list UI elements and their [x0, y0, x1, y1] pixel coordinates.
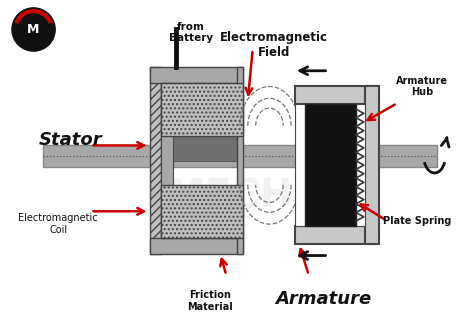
Text: MECH: MECH: [167, 178, 293, 216]
Bar: [295, 87, 379, 104]
Bar: [161, 82, 173, 238]
Bar: [161, 185, 243, 238]
Bar: [149, 238, 243, 253]
Bar: [295, 226, 379, 244]
Circle shape: [12, 8, 55, 51]
Text: Stator: Stator: [39, 131, 103, 149]
Bar: [173, 136, 243, 161]
Text: M: M: [27, 23, 40, 36]
Bar: [149, 67, 161, 253]
Bar: [237, 67, 243, 253]
Bar: [305, 104, 356, 226]
Text: from
Battery: from Battery: [169, 21, 213, 43]
Text: Plate Spring: Plate Spring: [383, 216, 451, 226]
Text: Electromagnetic
Coil: Electromagnetic Coil: [18, 213, 98, 235]
Bar: [295, 104, 365, 226]
Bar: [149, 67, 243, 82]
Text: Friction
Material: Friction Material: [188, 290, 233, 312]
Bar: [161, 82, 243, 136]
Text: Electromagnetic
Field: Electromagnetic Field: [220, 32, 328, 59]
Bar: [365, 87, 379, 244]
Bar: [44, 145, 437, 167]
Text: Armature: Armature: [275, 290, 372, 308]
Text: Armature
Hub: Armature Hub: [396, 76, 448, 97]
